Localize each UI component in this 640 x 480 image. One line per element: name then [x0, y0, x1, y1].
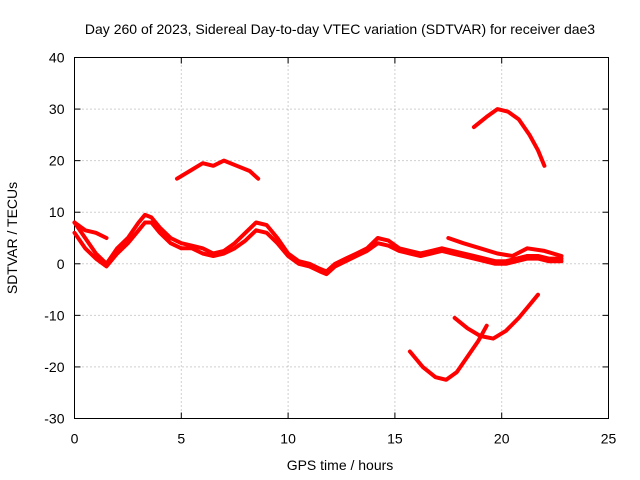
series-line-arc-late-mid — [452, 292, 540, 341]
chart-title: Day 260 of 2023, Sidereal Day-to-day VTE… — [85, 21, 595, 37]
plot-frame — [74, 57, 609, 419]
series-line-arc-mid-left — [175, 158, 261, 181]
series-line-arc-late-low — [407, 323, 489, 382]
x-axis-label: GPS time / hours — [287, 457, 394, 473]
y-tick-label: 0 — [57, 256, 65, 272]
y-tick-label: 10 — [49, 204, 65, 220]
y-tick-label: 40 — [49, 50, 65, 66]
series-group — [72, 107, 564, 382]
series-line-arc-early — [72, 220, 109, 240]
x-tick-label: 15 — [387, 431, 403, 447]
x-tick-label: 25 — [601, 431, 617, 447]
x-axis: 0 5 10 15 20 25 — [71, 57, 617, 447]
series-line-arc-late-upper — [471, 107, 547, 168]
y-tick-label: 30 — [49, 101, 65, 117]
y-axis-label: SDTVAR / TECUs — [4, 182, 20, 294]
series-line-arc-late-flat — [446, 236, 564, 258]
y-tick-label: 20 — [49, 153, 65, 169]
series-line-arc-main-a — [72, 212, 564, 274]
x-tick-label: 5 — [177, 431, 185, 447]
x-tick-label: 0 — [71, 431, 79, 447]
series-line-arc-main-b — [72, 220, 564, 277]
y-tick-label: -10 — [44, 307, 64, 323]
x-tick-label: 20 — [494, 431, 510, 447]
y-axis: -30 -20 -10 0 10 20 30 40 — [44, 50, 609, 427]
y-tick-label: -20 — [44, 359, 64, 375]
grid — [74, 57, 609, 419]
y-tick-label: -30 — [44, 411, 64, 427]
x-tick-label: 10 — [280, 431, 296, 447]
